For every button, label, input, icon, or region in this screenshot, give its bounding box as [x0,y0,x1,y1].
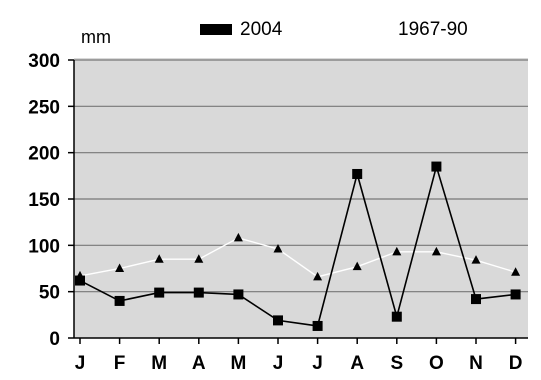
x-tick-label-4: A [192,353,206,374]
series-2004 [75,161,521,331]
point-2004-8 [352,168,363,179]
x-tick-label-3: M [151,353,167,374]
y-axis-unit-label: mm [81,27,111,47]
point-2004-2 [114,295,125,306]
point-1967-90-10 [431,246,441,256]
point-2004-9 [391,311,402,322]
x-tick-label-10: O [429,353,444,374]
point-1967-90-11 [471,255,481,264]
y-tick-label-250: 250 [28,97,60,118]
series-group [75,161,521,331]
point-1967-90-6 [273,244,283,253]
x-tick-label-2: F [114,353,126,374]
x-tick-label-8: A [350,353,364,374]
point-2004-5 [233,289,244,300]
x-tick-label-11: N [469,353,483,374]
y-tick-label-300: 300 [28,51,60,72]
legend-label-1967-90: 1967-90 [398,19,468,40]
legend-label-2004: 2004 [240,19,283,40]
point-1967-90-9 [392,246,402,256]
x-tick-label-6: J [273,353,284,374]
x-tick-label-5: M [230,353,246,374]
y-tick-label-200: 200 [28,144,60,165]
point-2004-7 [312,320,323,331]
point-2004-1 [75,275,85,286]
point-2004-3 [154,287,165,298]
y-tick-label-50: 50 [39,283,60,304]
point-2004-11 [471,294,481,305]
series-line-2004 [79,163,516,327]
series-1967-90 [75,232,521,281]
axis-labels: 0 50 100 150 200 250 300 J F M A M J J A S O N D [28,51,522,374]
point-1967-90-3 [154,254,164,263]
x-tick-label-1: J [75,353,86,374]
point-1967-90-2 [115,263,125,272]
point-2004-6 [273,315,283,326]
point-1967-90-5 [233,232,243,242]
y-tick-label-100: 100 [28,236,60,257]
legend: 2004 1967-90 [200,19,468,40]
x-tick-label-7: J [312,353,323,374]
legend-swatch-1967-90 [354,26,388,35]
y-tick-label-0: 0 [49,329,60,350]
series-line-1967-90 [79,237,516,278]
y-tick-label-150: 150 [28,190,60,211]
gridlines [74,59,528,293]
point-2004-10 [431,161,442,172]
x-tick-label-9: S [390,353,403,374]
axes [68,59,528,344]
point-2004-12 [510,289,521,300]
point-1967-90-12 [511,267,521,276]
point-1967-90-7 [313,271,323,281]
point-1967-90-8 [352,261,362,271]
point-1967-90-4 [194,254,204,263]
legend-swatch-2004 [200,24,232,35]
point-2004-4 [193,287,204,298]
x-tick-label-12: D [509,353,523,374]
